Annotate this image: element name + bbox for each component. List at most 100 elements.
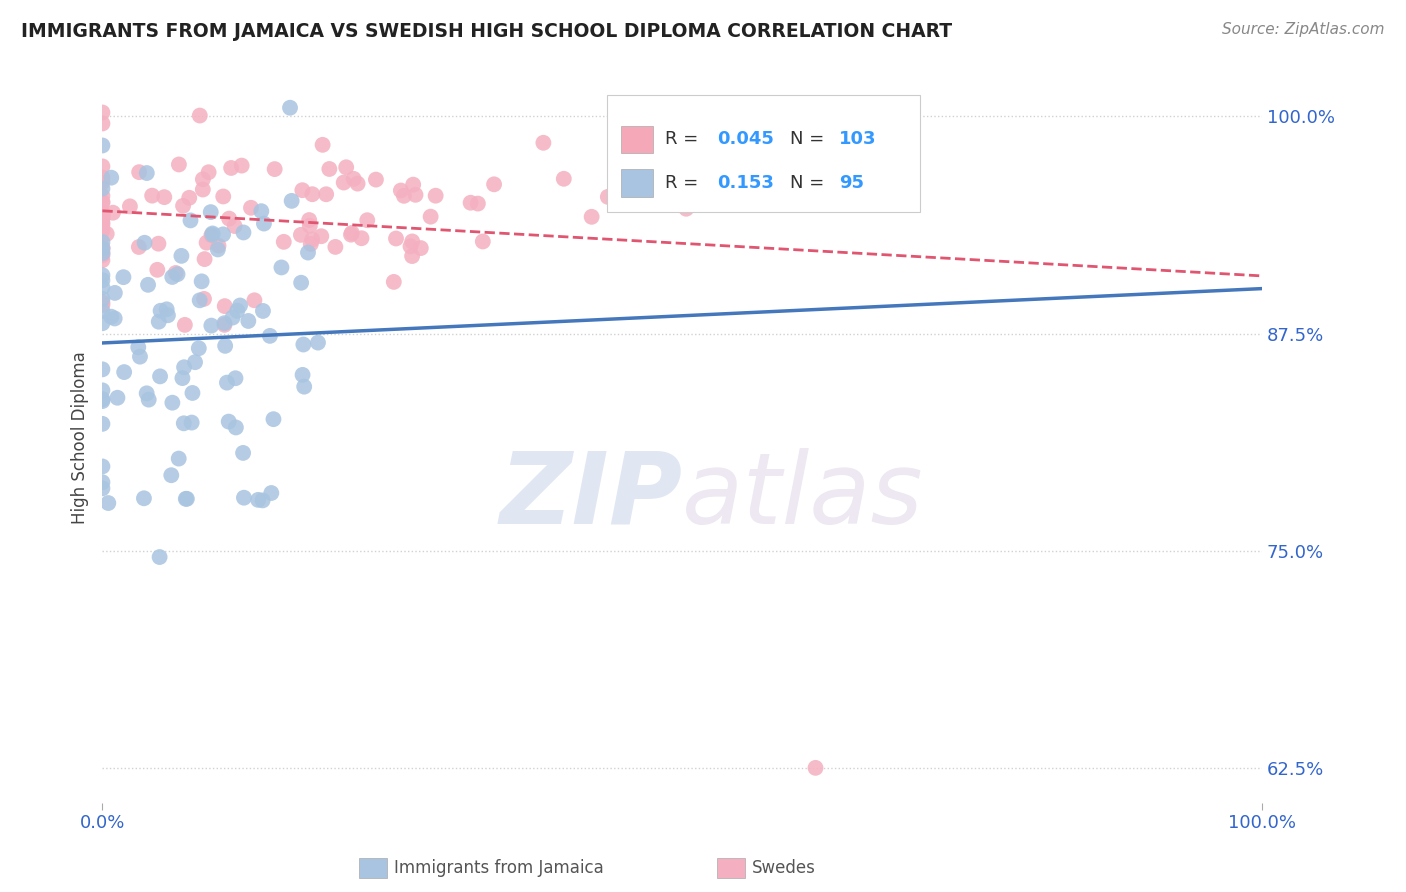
Point — [364, 172, 387, 186]
Point — [291, 368, 314, 382]
Text: ZIP: ZIP — [499, 448, 682, 545]
Point — [270, 260, 292, 275]
Point — [91, 241, 114, 255]
Point — [218, 415, 240, 429]
Point — [218, 211, 240, 226]
Text: Source: ZipAtlas.com: Source: ZipAtlas.com — [1222, 22, 1385, 37]
Point — [252, 493, 274, 508]
Point — [146, 262, 169, 277]
Point — [149, 303, 172, 318]
Point — [253, 217, 276, 231]
Point — [91, 384, 114, 398]
Point — [207, 238, 229, 252]
Point — [195, 235, 218, 250]
Point — [91, 475, 114, 490]
Text: 95: 95 — [839, 174, 863, 192]
Point — [160, 468, 183, 483]
Point — [91, 175, 114, 189]
Point — [201, 227, 224, 241]
Point — [212, 189, 235, 203]
Point — [91, 245, 114, 260]
Point — [419, 210, 441, 224]
Point — [233, 491, 256, 505]
Point — [91, 304, 114, 318]
Point — [224, 219, 246, 233]
Point — [197, 165, 219, 179]
Point — [405, 187, 427, 202]
Point — [166, 267, 188, 281]
Point — [401, 235, 423, 249]
Point — [340, 226, 363, 240]
Point — [153, 190, 176, 204]
Point — [91, 392, 114, 407]
Point — [207, 243, 229, 257]
Point — [260, 486, 283, 500]
Point — [91, 273, 114, 287]
Point — [214, 316, 236, 330]
Point — [596, 190, 619, 204]
Point — [129, 350, 152, 364]
Point — [291, 183, 314, 197]
Point — [156, 308, 179, 322]
Point — [135, 386, 157, 401]
Point — [91, 218, 114, 232]
Point — [179, 191, 201, 205]
Point — [173, 417, 195, 431]
Point — [112, 365, 135, 379]
Point — [100, 170, 122, 185]
Point — [91, 206, 114, 220]
Point — [250, 204, 273, 219]
Point — [212, 227, 235, 242]
Point — [91, 253, 114, 268]
Point — [148, 315, 170, 329]
Point — [804, 761, 827, 775]
Point — [101, 205, 124, 219]
Point — [240, 201, 263, 215]
Point — [176, 491, 198, 506]
Point — [141, 188, 163, 202]
Point — [292, 379, 315, 393]
Point — [193, 292, 215, 306]
Point — [247, 492, 270, 507]
Point — [156, 302, 179, 317]
Point — [173, 318, 195, 332]
Point — [91, 189, 114, 203]
Point — [311, 137, 333, 152]
Point — [91, 181, 114, 195]
Point — [174, 491, 197, 506]
Point — [307, 335, 329, 350]
Point — [173, 360, 195, 375]
Point — [232, 446, 254, 460]
Point — [91, 105, 114, 120]
Point — [335, 161, 357, 175]
Point — [179, 213, 201, 227]
Point — [301, 232, 323, 246]
Point — [191, 182, 214, 196]
Point — [409, 241, 432, 255]
Point — [200, 318, 222, 333]
Point — [91, 248, 114, 262]
Point — [91, 298, 114, 312]
Point — [128, 165, 150, 179]
Point — [262, 412, 284, 426]
Point — [259, 329, 281, 343]
Bar — [607, 95, 920, 211]
Point — [311, 229, 333, 244]
Point — [350, 231, 373, 245]
Point — [200, 228, 222, 243]
Point — [650, 154, 672, 169]
Point — [290, 276, 312, 290]
Point — [149, 549, 172, 564]
Point — [402, 178, 425, 192]
Point — [91, 211, 114, 226]
Point — [128, 240, 150, 254]
Point — [581, 210, 603, 224]
Point — [190, 274, 212, 288]
Text: Immigrants from Jamaica: Immigrants from Jamaica — [394, 859, 603, 877]
Point — [343, 171, 366, 186]
Point — [226, 303, 249, 318]
Point — [91, 241, 114, 255]
Point — [214, 339, 236, 353]
Point — [382, 275, 405, 289]
Text: 103: 103 — [839, 130, 876, 148]
